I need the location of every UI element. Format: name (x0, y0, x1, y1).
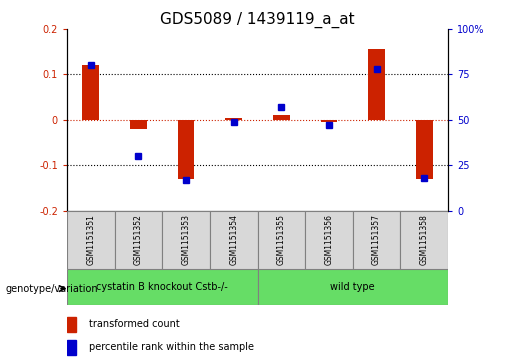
Bar (67, 317, 76, 332)
Bar (305, 211, 353, 269)
Text: GSM1151358: GSM1151358 (420, 214, 428, 265)
Text: GSM1151355: GSM1151355 (277, 214, 286, 265)
Bar (258, 211, 305, 269)
Bar (210, 211, 258, 269)
Bar (368, 49, 385, 120)
Bar (353, 211, 401, 269)
Text: genotype/variation: genotype/variation (5, 284, 98, 294)
Bar (82, 65, 99, 120)
Bar (67, 211, 115, 269)
Text: percentile rank within the sample: percentile rank within the sample (89, 342, 253, 352)
Bar (321, 120, 337, 122)
Bar (401, 211, 448, 269)
Text: GSM1151351: GSM1151351 (87, 214, 95, 265)
Text: GSM1151352: GSM1151352 (134, 214, 143, 265)
Text: GSM1151357: GSM1151357 (372, 214, 381, 265)
Text: cystatin B knockout Cstb-/-: cystatin B knockout Cstb-/- (96, 282, 228, 292)
Text: GSM1151353: GSM1151353 (182, 214, 191, 265)
Title: GDS5089 / 1439119_a_at: GDS5089 / 1439119_a_at (160, 12, 355, 28)
Bar (226, 118, 242, 120)
Bar (162, 211, 210, 269)
Bar (416, 120, 433, 179)
Text: wild type: wild type (331, 282, 375, 292)
Bar (273, 115, 289, 120)
Bar (67, 339, 76, 355)
Bar (130, 120, 147, 129)
Text: GSM1151356: GSM1151356 (324, 214, 333, 265)
Bar (258, 269, 448, 305)
Text: transformed count: transformed count (89, 319, 179, 330)
Bar (114, 211, 162, 269)
Text: GSM1151354: GSM1151354 (229, 214, 238, 265)
Bar (178, 120, 194, 179)
Bar (67, 269, 258, 305)
